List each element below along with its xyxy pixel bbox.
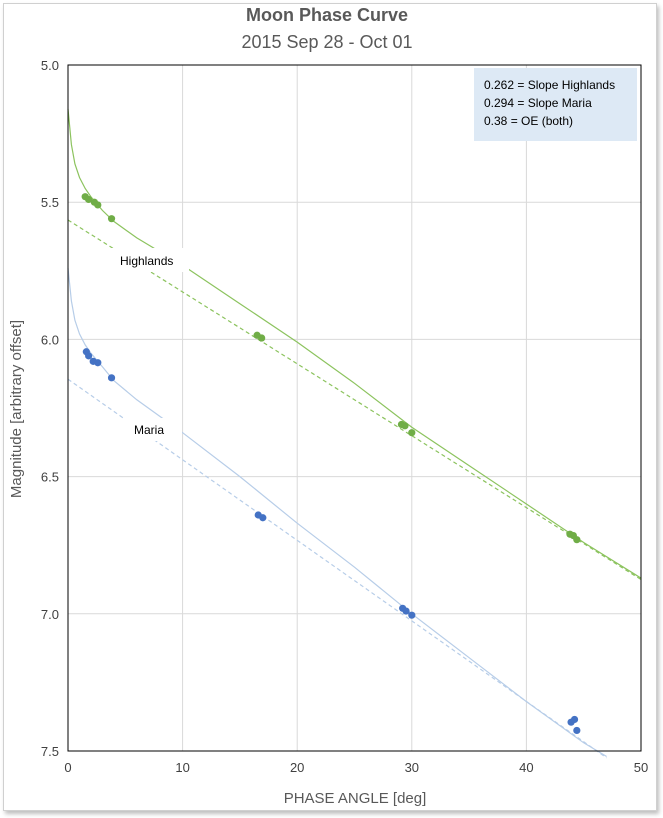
x-axis-title: PHASE ANGLE [deg] (284, 790, 427, 807)
x-tick-label: 40 (519, 760, 533, 775)
chart-title: Moon Phase Curve (246, 5, 408, 25)
highlands-data-point (401, 422, 409, 430)
maria-data-point (85, 352, 93, 360)
annotation-line-oe: 0.38 = OE (both) (484, 114, 573, 128)
maria-data-point (107, 374, 116, 382)
annotation-background (474, 68, 637, 141)
maria-data-point (570, 715, 579, 724)
highlands-curve-fit (67, 108, 642, 579)
series-label-maria: Maria (124, 418, 182, 441)
maria-data-point (259, 514, 267, 522)
plot-border (67, 64, 642, 752)
series-label-highlands: Highlands (111, 248, 189, 272)
annotation-line-maria: 0.294 = Slope Maria (484, 96, 592, 110)
grid (67, 64, 642, 752)
y-axis-title: Magnitude [arbitrary offset] (8, 320, 25, 498)
highlands-data-point (85, 195, 93, 204)
maria-label: Maria (134, 423, 164, 437)
highlands-data-point (107, 215, 116, 223)
highlands-data-point (258, 334, 266, 342)
x-tick-label: 50 (634, 760, 648, 775)
maria-data-point (573, 726, 581, 735)
highlands-data-point (408, 429, 416, 437)
y-tick-label: 7.0 (41, 607, 59, 622)
highlands-label: Highlands (120, 254, 173, 268)
y-tick-label: 5.0 (41, 58, 59, 73)
maria-data-point (408, 611, 416, 619)
y-tick-label: 5.5 (41, 195, 59, 210)
highlands-data-point (94, 201, 102, 209)
x-tick-label: 0 (64, 760, 71, 775)
x-tick-label: 10 (175, 760, 189, 775)
annotation-line-highlands: 0.262 = Slope Highlands (484, 78, 615, 92)
maria-data-point (94, 359, 102, 367)
annotation-box: 0.262 = Slope Highlands 0.294 = Slope Ma… (474, 68, 637, 141)
data-points (81, 193, 581, 735)
y-tick-label: 6.0 (41, 332, 59, 347)
tick-labels: 0 10 20 30 40 50 5.0 5.5 6.0 6.5 7.0 7.5 (41, 58, 648, 775)
y-tick-label: 6.5 (41, 470, 59, 485)
chart-subtitle: 2015 Sep 28 - Oct 01 (241, 32, 412, 52)
maria-data-point (402, 607, 410, 615)
highlands-data-point (573, 536, 581, 544)
y-tick-label: 7.5 (41, 744, 59, 759)
maria-curve-fit (67, 268, 607, 758)
highlands-linear-fit (67, 219, 642, 581)
x-tick-label: 20 (290, 760, 304, 775)
x-tick-label: 30 (405, 760, 419, 775)
